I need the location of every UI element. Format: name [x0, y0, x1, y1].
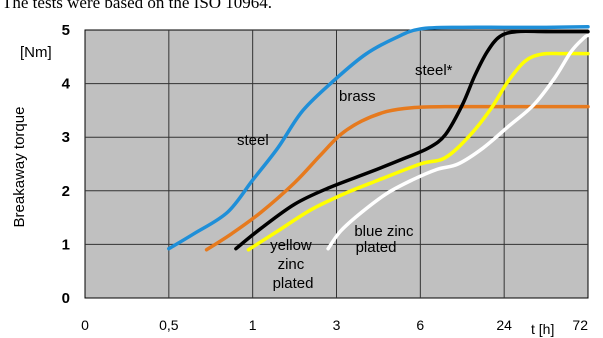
annotation-yellow-line-2: zinc [278, 256, 305, 273]
annotation-brass: brass [339, 88, 376, 105]
series-line-steel [234, 29, 590, 251]
series-line-steel [167, 25, 590, 251]
y-tick-label: 0 [62, 290, 70, 307]
tick-labels: 0 0,5 1 3 6 24 72 0 1 2 3 4 5 [62, 22, 589, 333]
series-line-yellow-zinc-plated [246, 51, 590, 252]
x-tick-label: 6 [416, 317, 424, 333]
x-tick-label: 0 [81, 317, 89, 333]
annotation-blue-line-2: plated [356, 239, 397, 256]
y-tick-label: 4 [62, 76, 71, 93]
series-line-brass [204, 104, 590, 252]
y-tick-label: 3 [62, 129, 70, 146]
annotation-yellow-line-1: yellow [270, 237, 312, 254]
annotation-steel: steel [237, 132, 269, 149]
y-tick-label: 1 [62, 236, 70, 253]
series-line-blue-zinc-plated [326, 33, 590, 251]
figure-caption: The tests were based on the ISO 10964. [2, 0, 273, 12]
x-tick-label: 1 [249, 317, 257, 333]
x-tick-label: 0,5 [159, 317, 179, 333]
series-lines [167, 25, 590, 252]
y-axis-unit: [Nm] [20, 44, 52, 61]
annotation-steel-star: steel* [415, 62, 453, 79]
annotation-blue-line-1: blue zinc [354, 223, 414, 240]
y-tick-label: 5 [62, 22, 70, 39]
y-axis-label: Breakaway torque [11, 107, 28, 228]
annotation-yellow-line-3: plated [273, 275, 314, 292]
x-axis-label: t [h] [531, 321, 554, 337]
annotation-blue-zinc-plated: blue zinc plated [354, 223, 417, 256]
x-tick-label: 72 [572, 317, 588, 333]
x-tick-label: 3 [333, 317, 341, 333]
x-tick-label: 24 [496, 317, 512, 333]
annotation-yellow-zinc-plated: yellow zinc plated [270, 237, 316, 292]
y-tick-label: 2 [62, 183, 70, 200]
